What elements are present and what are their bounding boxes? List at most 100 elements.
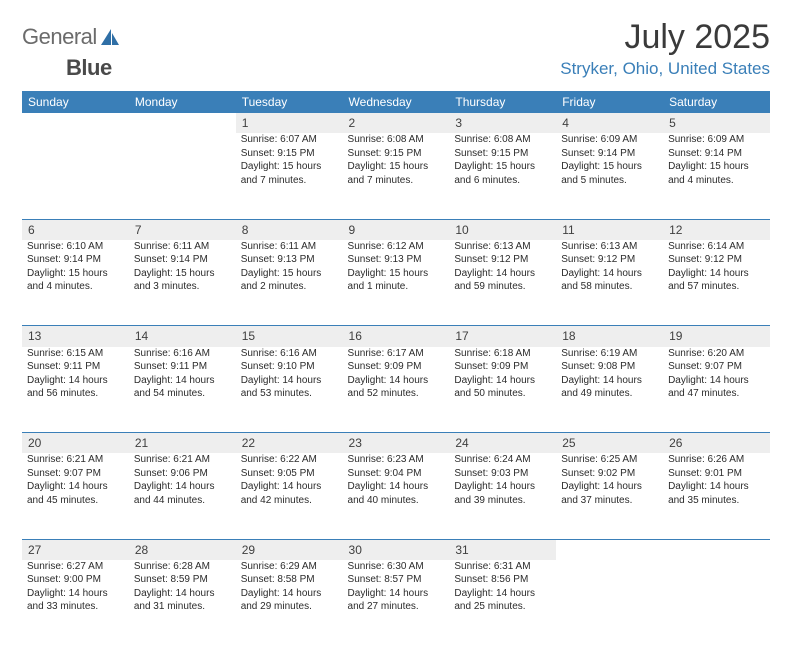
daylight-text: and 42 minutes. — [241, 494, 338, 508]
day-cell: Sunrise: 6:28 AMSunset: 8:59 PMDaylight:… — [129, 560, 236, 646]
sunrise-text: Sunrise: 6:13 AM — [561, 240, 658, 254]
daylight-text: and 7 minutes. — [241, 174, 338, 188]
day-cell: Sunrise: 6:19 AMSunset: 9:08 PMDaylight:… — [556, 347, 663, 433]
daylight-text: and 1 minute. — [348, 280, 445, 294]
weekday-header: Friday — [556, 91, 663, 113]
daylight-text: Daylight: 14 hours — [134, 587, 231, 601]
day-number: 14 — [129, 326, 236, 346]
day-cell: Sunrise: 6:12 AMSunset: 9:13 PMDaylight:… — [343, 240, 450, 326]
sunset-text: Sunset: 9:12 PM — [668, 253, 765, 267]
day-cell: Sunrise: 6:30 AMSunset: 8:57 PMDaylight:… — [343, 560, 450, 646]
day-cell: Sunrise: 6:23 AMSunset: 9:04 PMDaylight:… — [343, 453, 450, 539]
day-number: 25 — [556, 433, 663, 453]
daylight-text: and 54 minutes. — [134, 387, 231, 401]
daylight-text: Daylight: 14 hours — [454, 267, 551, 281]
day-cell: Sunrise: 6:13 AMSunset: 9:12 PMDaylight:… — [556, 240, 663, 326]
daylight-text: Daylight: 15 hours — [561, 160, 658, 174]
daylight-text: Daylight: 14 hours — [454, 480, 551, 494]
weekday-header: Sunday — [22, 91, 129, 113]
sunset-text: Sunset: 9:05 PM — [241, 467, 338, 481]
day-cell: Sunrise: 6:09 AMSunset: 9:14 PMDaylight:… — [556, 133, 663, 219]
day-number: 18 — [556, 326, 663, 346]
day-cell: Sunrise: 6:14 AMSunset: 9:12 PMDaylight:… — [663, 240, 770, 326]
day-number: 15 — [236, 326, 343, 346]
sunset-text: Sunset: 8:57 PM — [348, 573, 445, 587]
sunset-text: Sunset: 9:07 PM — [27, 467, 124, 481]
day-number: 8 — [236, 220, 343, 240]
day-number: 16 — [343, 326, 450, 346]
sunset-text: Sunset: 9:08 PM — [561, 360, 658, 374]
day-cell: Sunrise: 6:09 AMSunset: 9:14 PMDaylight:… — [663, 133, 770, 219]
daylight-text: and 7 minutes. — [348, 174, 445, 188]
day-cell: Sunrise: 6:17 AMSunset: 9:09 PMDaylight:… — [343, 347, 450, 433]
daylight-text: and 39 minutes. — [454, 494, 551, 508]
calendar-body: 12345Sunrise: 6:07 AMSunset: 9:15 PMDayl… — [22, 113, 770, 646]
logo-text-2: Blue — [66, 55, 112, 80]
day-content-row: Sunrise: 6:27 AMSunset: 9:00 PMDaylight:… — [22, 560, 770, 646]
day-number: 11 — [556, 220, 663, 240]
daylight-text: Daylight: 14 hours — [561, 374, 658, 388]
sunset-text: Sunset: 9:06 PM — [134, 467, 231, 481]
sunrise-text: Sunrise: 6:31 AM — [454, 560, 551, 574]
sunset-text: Sunset: 9:12 PM — [561, 253, 658, 267]
daylight-text: Daylight: 14 hours — [454, 587, 551, 601]
daylight-text: Daylight: 14 hours — [668, 374, 765, 388]
day-content-row: Sunrise: 6:07 AMSunset: 9:15 PMDaylight:… — [22, 133, 770, 219]
calendar-page: General July 2025 Stryker, Ohio, United … — [0, 0, 792, 646]
month-title: July 2025 — [560, 18, 770, 57]
daylight-text: and 4 minutes. — [27, 280, 124, 294]
day-cell: Sunrise: 6:16 AMSunset: 9:10 PMDaylight:… — [236, 347, 343, 433]
daylight-text: Daylight: 14 hours — [134, 480, 231, 494]
day-cell: Sunrise: 6:25 AMSunset: 9:02 PMDaylight:… — [556, 453, 663, 539]
sunrise-text: Sunrise: 6:13 AM — [454, 240, 551, 254]
logo-text-1: General — [22, 24, 97, 50]
day-content-row: Sunrise: 6:21 AMSunset: 9:07 PMDaylight:… — [22, 453, 770, 539]
logo-line2-wrap: Blue — [22, 55, 770, 81]
day-number: 19 — [663, 326, 770, 346]
daylight-text: Daylight: 14 hours — [348, 480, 445, 494]
daylight-text: and 57 minutes. — [668, 280, 765, 294]
day-number: 29 — [236, 540, 343, 560]
daylight-text: Daylight: 14 hours — [561, 267, 658, 281]
day-number: 2 — [343, 113, 450, 133]
sunrise-text: Sunrise: 6:20 AM — [668, 347, 765, 361]
day-number: 3 — [449, 113, 556, 133]
day-number: 1 — [236, 113, 343, 133]
daylight-text: Daylight: 14 hours — [454, 374, 551, 388]
sunrise-text: Sunrise: 6:10 AM — [27, 240, 124, 254]
daylight-text: Daylight: 15 hours — [134, 267, 231, 281]
sunrise-text: Sunrise: 6:17 AM — [348, 347, 445, 361]
sunrise-text: Sunrise: 6:18 AM — [454, 347, 551, 361]
sunset-text: Sunset: 9:11 PM — [27, 360, 124, 374]
sunrise-text: Sunrise: 6:21 AM — [134, 453, 231, 467]
day-cell: Sunrise: 6:21 AMSunset: 9:06 PMDaylight:… — [129, 453, 236, 539]
day-cell: Sunrise: 6:11 AMSunset: 9:13 PMDaylight:… — [236, 240, 343, 326]
sunset-text: Sunset: 9:15 PM — [348, 147, 445, 161]
day-number: 22 — [236, 433, 343, 453]
day-number — [22, 113, 129, 133]
day-number: 9 — [343, 220, 450, 240]
day-number-row: 13141516171819 — [22, 326, 770, 346]
daylight-text: Daylight: 14 hours — [27, 480, 124, 494]
sunset-text: Sunset: 9:07 PM — [668, 360, 765, 374]
day-number: 4 — [556, 113, 663, 133]
logo-sail-icon — [99, 27, 121, 47]
daylight-text: and 40 minutes. — [348, 494, 445, 508]
day-cell — [129, 133, 236, 219]
daylight-text: and 50 minutes. — [454, 387, 551, 401]
sunrise-text: Sunrise: 6:29 AM — [241, 560, 338, 574]
day-cell — [663, 560, 770, 646]
day-number-row: 2728293031 — [22, 540, 770, 560]
sunrise-text: Sunrise: 6:08 AM — [348, 133, 445, 147]
sunset-text: Sunset: 9:14 PM — [668, 147, 765, 161]
sunset-text: Sunset: 9:14 PM — [561, 147, 658, 161]
daylight-text: and 52 minutes. — [348, 387, 445, 401]
daylight-text: Daylight: 14 hours — [241, 374, 338, 388]
day-number: 30 — [343, 540, 450, 560]
daylight-text: and 35 minutes. — [668, 494, 765, 508]
sunrise-text: Sunrise: 6:30 AM — [348, 560, 445, 574]
day-number — [129, 113, 236, 133]
day-number: 20 — [22, 433, 129, 453]
day-number: 12 — [663, 220, 770, 240]
daylight-text: and 45 minutes. — [27, 494, 124, 508]
